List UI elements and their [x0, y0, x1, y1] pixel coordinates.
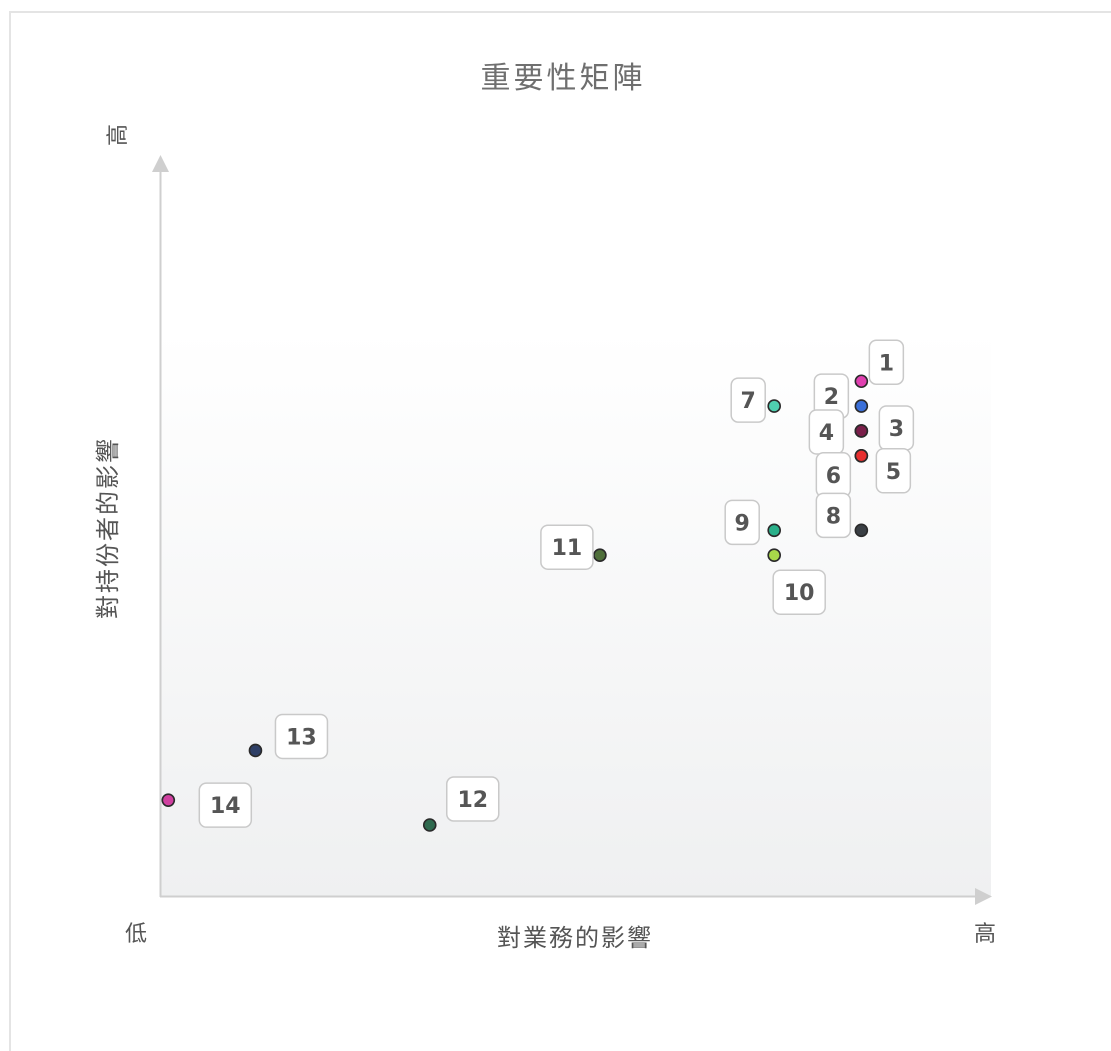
point-label-text: 7: [741, 389, 756, 414]
point-label-text: 6: [826, 464, 841, 489]
point-label-9: 9: [724, 499, 760, 546]
point-label-10: 10: [772, 569, 826, 615]
data-point-6: [854, 448, 869, 463]
point-label-12: 12: [446, 776, 500, 822]
point-label-box: [198, 782, 253, 828]
point-label-14: 14: [198, 782, 253, 828]
data-point-14: [161, 793, 176, 807]
point-label-box: [274, 713, 329, 760]
point-label-text: 11: [552, 536, 583, 561]
data-point-9: [767, 523, 782, 538]
point-label-text: 2: [824, 385, 839, 410]
points-layer: [161, 374, 869, 832]
data-point-1: [854, 374, 869, 389]
point-label-text: 3: [889, 417, 904, 442]
point-label-box: [868, 339, 905, 385]
point-label-box: [772, 569, 826, 615]
point-label-text: 13: [286, 725, 317, 750]
x-high-label: 高: [974, 922, 996, 947]
point-label-box: [446, 776, 500, 822]
point-label-1: 1: [868, 339, 905, 385]
point-label-text: 8: [826, 504, 841, 529]
point-label-box: [875, 448, 912, 494]
point-label-6: 6: [815, 452, 852, 498]
point-label-text: 12: [457, 788, 488, 813]
data-point-4: [854, 424, 869, 438]
point-label-text: 1: [879, 351, 894, 376]
x-axis-title: 對業務的影響: [497, 924, 653, 952]
data-point-11: [593, 548, 607, 563]
point-label-text: 4: [819, 421, 834, 446]
data-point-7: [767, 399, 782, 413]
point-label-text: 10: [784, 581, 815, 606]
y-axis-arrow: [152, 155, 169, 172]
point-label-box: [815, 492, 852, 539]
point-label-7: 7: [730, 377, 766, 423]
x-axis-arrow: [975, 888, 992, 905]
data-point-2: [854, 399, 869, 413]
point-label-box: [724, 499, 760, 546]
point-label-13: 13: [274, 713, 329, 760]
data-point-13: [248, 743, 263, 758]
point-label-11: 11: [540, 524, 594, 570]
point-label-text: 14: [210, 794, 241, 819]
chart-frame: [9, 11, 1111, 1051]
point-label-4: 4: [808, 409, 845, 455]
point-label-3: 3: [878, 405, 915, 451]
point-label-text: 9: [735, 511, 750, 536]
data-point-8: [854, 523, 869, 538]
x-low-label: 低: [125, 922, 147, 947]
point-label-box: [730, 377, 766, 423]
y-axis-title: 對持份者的影響: [94, 437, 122, 619]
point-label-text: 5: [886, 460, 901, 485]
data-point-12: [422, 818, 437, 832]
point-label-2: 2: [813, 373, 850, 419]
y-high-label: 高: [106, 124, 131, 146]
point-label-box: [540, 524, 594, 570]
plot-background: [161, 330, 991, 896]
data-point-10: [767, 548, 782, 563]
point-label-5: 5: [875, 448, 912, 494]
point-label-8: 8: [815, 492, 852, 539]
chart-title: 重要性矩陣: [481, 61, 646, 96]
